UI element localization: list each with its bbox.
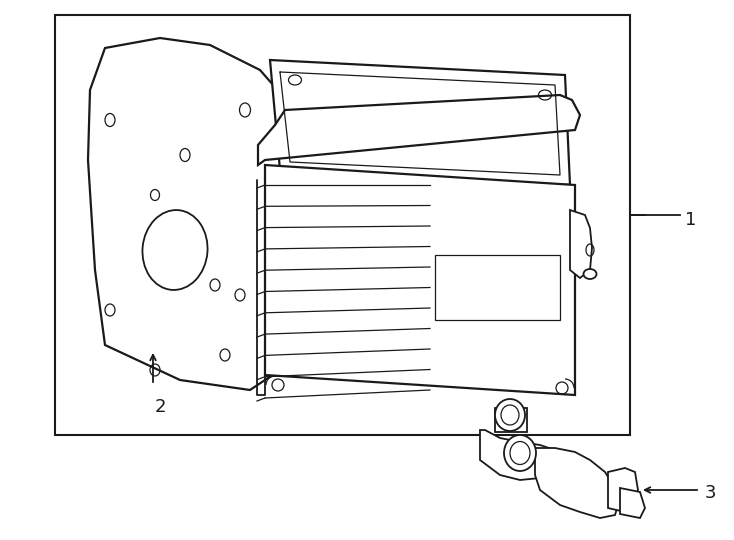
Polygon shape <box>535 448 618 518</box>
Bar <box>435 255 560 320</box>
Polygon shape <box>258 95 580 165</box>
Polygon shape <box>88 38 340 390</box>
Text: 3: 3 <box>705 484 716 502</box>
Polygon shape <box>495 408 527 432</box>
Text: 2: 2 <box>154 398 166 416</box>
Bar <box>55 15 630 435</box>
Text: 1: 1 <box>685 211 697 229</box>
Polygon shape <box>570 210 592 278</box>
Ellipse shape <box>495 399 525 431</box>
Ellipse shape <box>584 269 597 279</box>
Polygon shape <box>620 488 645 518</box>
Polygon shape <box>480 430 555 480</box>
Ellipse shape <box>504 435 536 471</box>
Polygon shape <box>265 165 575 395</box>
Polygon shape <box>608 468 638 512</box>
Polygon shape <box>270 60 570 185</box>
